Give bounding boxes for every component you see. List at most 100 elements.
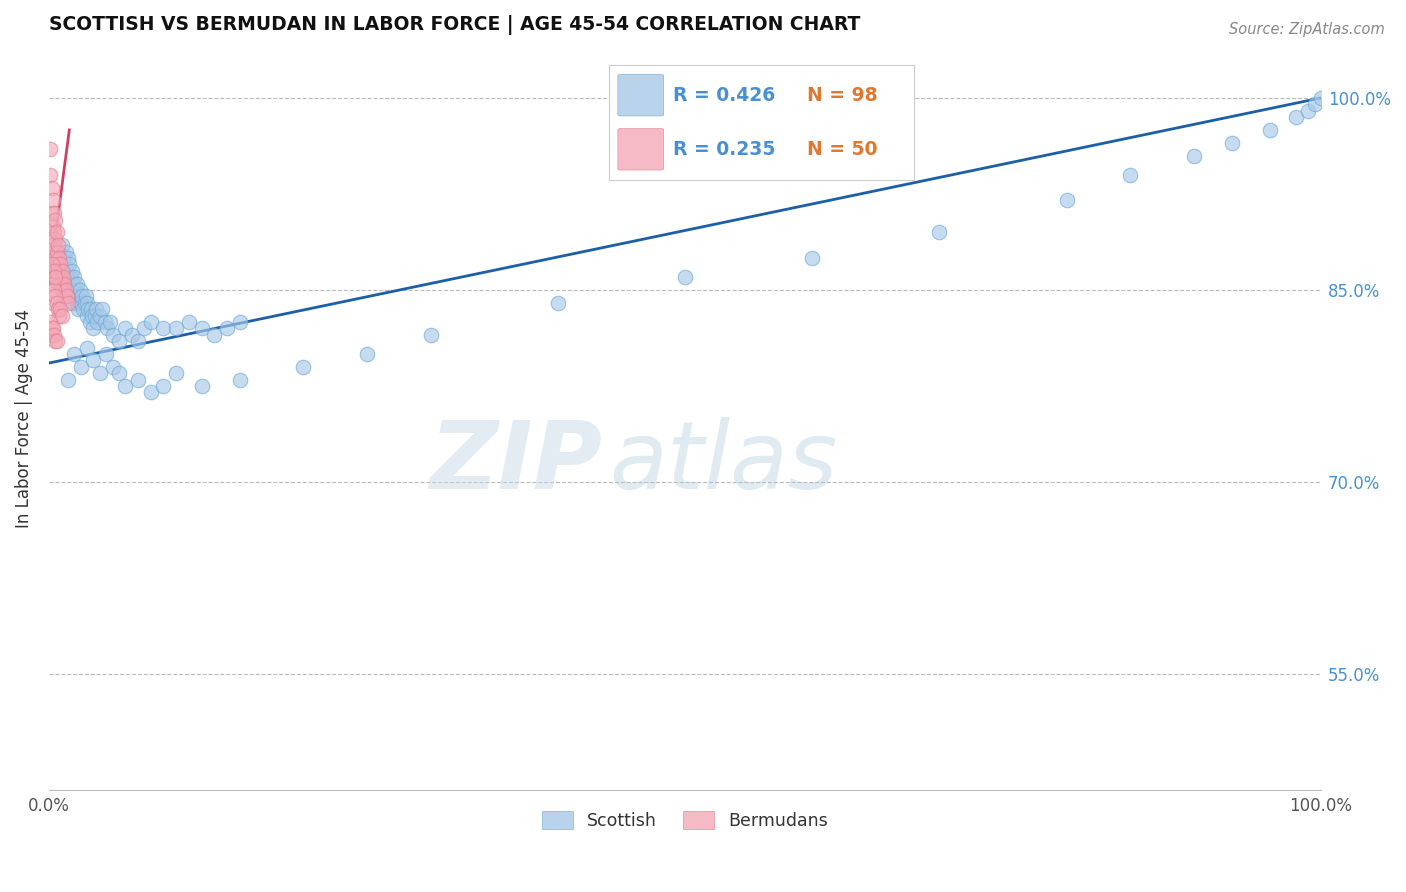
Point bbox=[134, 321, 156, 335]
Point bbox=[44, 289, 66, 303]
Point bbox=[96, 321, 118, 335]
Point bbox=[1220, 136, 1243, 150]
Point bbox=[165, 321, 187, 335]
Point bbox=[108, 334, 131, 349]
Point bbox=[51, 264, 73, 278]
Point bbox=[39, 168, 62, 182]
Point bbox=[51, 283, 73, 297]
Point bbox=[1182, 148, 1205, 162]
Point bbox=[139, 385, 162, 400]
Point bbox=[152, 321, 174, 335]
Point bbox=[49, 257, 72, 271]
Point bbox=[419, 327, 441, 342]
Point bbox=[86, 315, 108, 329]
Point bbox=[51, 309, 73, 323]
Point bbox=[69, 283, 91, 297]
Point bbox=[70, 289, 93, 303]
Point bbox=[51, 270, 73, 285]
Point bbox=[56, 296, 79, 310]
Point bbox=[229, 315, 252, 329]
Point bbox=[45, 244, 67, 259]
Point bbox=[82, 353, 104, 368]
Point bbox=[1119, 168, 1142, 182]
Point bbox=[46, 257, 69, 271]
Point bbox=[42, 206, 65, 220]
Text: Source: ZipAtlas.com: Source: ZipAtlas.com bbox=[1229, 22, 1385, 37]
Y-axis label: In Labor Force | Age 45-54: In Labor Force | Age 45-54 bbox=[15, 309, 32, 527]
Point bbox=[801, 251, 824, 265]
Point bbox=[127, 334, 149, 349]
Point bbox=[42, 296, 65, 310]
Point bbox=[44, 334, 66, 349]
Point bbox=[58, 257, 80, 271]
Point bbox=[56, 251, 79, 265]
Point bbox=[83, 309, 105, 323]
Point bbox=[41, 206, 63, 220]
Point bbox=[45, 264, 67, 278]
Point bbox=[46, 277, 69, 291]
Point bbox=[673, 270, 696, 285]
Point bbox=[41, 327, 63, 342]
Text: ZIP: ZIP bbox=[429, 417, 602, 508]
Point bbox=[82, 321, 104, 335]
Point bbox=[69, 296, 91, 310]
Point bbox=[63, 347, 86, 361]
Point bbox=[94, 315, 117, 329]
Point bbox=[152, 379, 174, 393]
Point bbox=[55, 244, 77, 259]
Legend: Scottish, Bermudans: Scottish, Bermudans bbox=[536, 804, 835, 837]
Point bbox=[42, 277, 65, 291]
Point bbox=[928, 226, 950, 240]
Point bbox=[49, 277, 72, 291]
Point bbox=[45, 226, 67, 240]
Point bbox=[42, 327, 65, 342]
Point bbox=[48, 270, 70, 285]
Point bbox=[165, 366, 187, 380]
Point bbox=[48, 244, 70, 259]
Point bbox=[67, 289, 90, 303]
Point bbox=[49, 302, 72, 317]
Point bbox=[76, 341, 98, 355]
Point bbox=[98, 315, 121, 329]
Point bbox=[59, 270, 82, 285]
Point bbox=[42, 238, 65, 252]
Point bbox=[39, 142, 62, 156]
Point bbox=[44, 270, 66, 285]
Point bbox=[63, 270, 86, 285]
Point bbox=[89, 366, 111, 380]
Point bbox=[292, 359, 315, 374]
Point bbox=[48, 309, 70, 323]
Point bbox=[69, 359, 91, 374]
Point bbox=[46, 238, 69, 252]
Point bbox=[127, 373, 149, 387]
Point bbox=[60, 283, 83, 297]
Point bbox=[114, 321, 136, 335]
Point bbox=[75, 289, 97, 303]
Point bbox=[190, 321, 212, 335]
Point bbox=[42, 244, 65, 259]
Point bbox=[108, 366, 131, 380]
Point bbox=[1284, 110, 1306, 124]
Point bbox=[66, 296, 89, 310]
Point bbox=[73, 296, 96, 310]
Point bbox=[46, 302, 69, 317]
Point bbox=[55, 289, 77, 303]
Point bbox=[46, 257, 69, 271]
Point bbox=[55, 270, 77, 285]
Point bbox=[42, 226, 65, 240]
Point bbox=[215, 321, 238, 335]
Point bbox=[190, 379, 212, 393]
Point bbox=[76, 296, 98, 310]
Point bbox=[1258, 123, 1281, 137]
Point bbox=[52, 257, 75, 271]
Point bbox=[229, 373, 252, 387]
Point bbox=[49, 264, 72, 278]
Point bbox=[44, 232, 66, 246]
Point bbox=[42, 264, 65, 278]
Point bbox=[79, 315, 101, 329]
Text: SCOTTISH VS BERMUDAN IN LABOR FORCE | AGE 45-54 CORRELATION CHART: SCOTTISH VS BERMUDAN IN LABOR FORCE | AG… bbox=[49, 15, 860, 35]
Point bbox=[41, 180, 63, 194]
Point bbox=[77, 302, 100, 317]
Point bbox=[1056, 194, 1078, 208]
Point bbox=[82, 309, 104, 323]
